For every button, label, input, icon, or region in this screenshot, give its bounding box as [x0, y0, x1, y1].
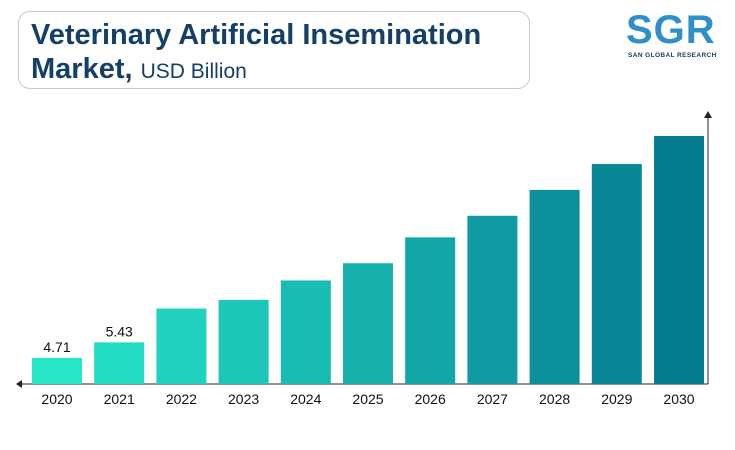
x-tick-label-2027: 2027 — [477, 391, 508, 407]
data-label-2021: 5.43 — [106, 323, 133, 339]
bar-2025 — [343, 263, 393, 384]
bar-2021 — [94, 342, 145, 384]
data-label-2020: 4.71 — [43, 339, 70, 355]
x-tick-label-2022: 2022 — [166, 391, 197, 407]
x-tick-label-2020: 2020 — [41, 391, 72, 407]
bar-2024 — [280, 280, 331, 384]
bar-2030 — [654, 136, 704, 384]
chart-title-line2: Market, USD Billion — [31, 52, 529, 89]
bar-2023 — [218, 299, 269, 384]
bar-2029 — [591, 164, 642, 384]
chart-title-line1: Veterinary Artificial Insemination — [31, 19, 482, 51]
chart-title-unit: USD Billion — [140, 60, 247, 83]
x-tick-label-2025: 2025 — [352, 391, 383, 407]
bar-2022 — [156, 308, 207, 384]
x-tick-label-2030: 2030 — [663, 391, 694, 407]
x-tick-label-2023: 2023 — [228, 391, 259, 407]
x-tick-label-2029: 2029 — [601, 391, 632, 407]
x-tick-label-2021: 2021 — [104, 391, 135, 407]
bar-2027 — [467, 215, 518, 384]
bar-2028 — [529, 189, 580, 384]
title-box: Veterinary Artificial Insemination Marke… — [18, 11, 530, 89]
x-tick-label-2028: 2028 — [539, 391, 570, 407]
x-axis-arrow — [16, 380, 22, 388]
logo-letters: SGR — [626, 8, 716, 52]
bar-2026 — [405, 237, 456, 384]
sgr-logo: SGR SAN GLOBAL RESEARCH — [626, 8, 722, 62]
chart-title-market: Market, — [31, 53, 133, 85]
bar-2020 — [32, 357, 82, 384]
x-tick-label-2024: 2024 — [290, 391, 321, 407]
x-tick-label-2026: 2026 — [415, 391, 446, 407]
logo-subtitle: SAN GLOBAL RESEARCH — [628, 52, 717, 59]
y-axis-arrow — [704, 111, 712, 118]
